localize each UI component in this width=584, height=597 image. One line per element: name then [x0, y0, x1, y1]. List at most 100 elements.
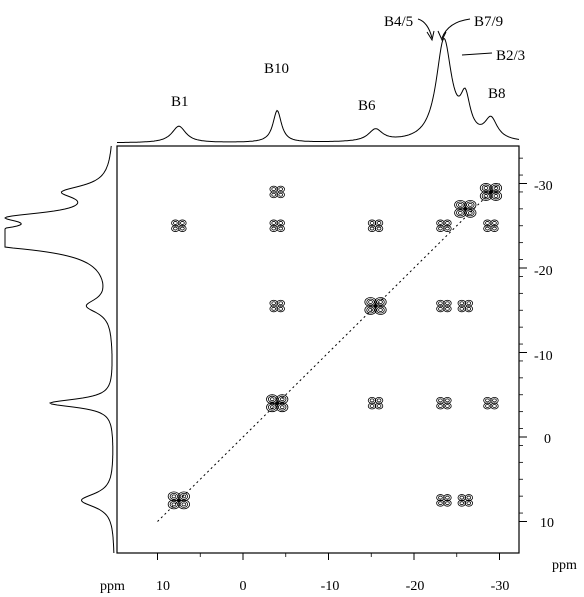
- top-projection: [117, 37, 520, 143]
- contour-ring: [443, 219, 452, 227]
- contour-ring: [454, 199, 467, 210]
- leader-b79-arrow: [437, 30, 447, 42]
- contour-ring: [173, 226, 178, 231]
- contour-ring: [445, 301, 450, 306]
- x-tick-label-neg20: -20: [406, 579, 425, 594]
- contour-ring: [436, 402, 445, 410]
- contour-ring: [279, 405, 285, 410]
- contour-ring: [271, 221, 277, 225]
- contour-ring: [483, 396, 492, 404]
- contour-ring: [443, 396, 452, 404]
- contour-ring: [485, 404, 490, 408]
- contour-ring: [178, 219, 187, 227]
- contour-ring: [269, 305, 278, 313]
- contour-ring: [266, 402, 279, 413]
- contour-ring: [464, 299, 473, 307]
- leader-b45: [417, 18, 433, 39]
- cross-peak-3: [269, 219, 285, 232]
- contour-ring: [376, 221, 382, 225]
- contour-ring: [464, 199, 477, 210]
- contour-ring: [457, 494, 466, 501]
- contour-ring: [374, 396, 384, 404]
- contour-ring: [445, 398, 450, 403]
- y-axis-ticks: [519, 157, 527, 522]
- cross-peak-2: [269, 185, 285, 199]
- contour-ring: [445, 221, 450, 225]
- x-tick-label-neg30: -30: [491, 579, 510, 594]
- contour-ring: [378, 308, 383, 312]
- cross-peak-1: [167, 491, 190, 510]
- contour-ring: [457, 210, 463, 215]
- peak-label-b1: B1: [171, 94, 189, 110]
- cross-peak-9: [436, 219, 452, 232]
- contour-ring: [466, 306, 472, 311]
- contour-ring: [374, 402, 384, 410]
- contour-ring: [374, 305, 387, 315]
- contour-ring: [167, 499, 180, 510]
- contour-ring: [180, 221, 185, 225]
- contour-ring: [378, 300, 383, 304]
- peak-label-b45: B4/5: [384, 14, 413, 30]
- contour-ring: [466, 209, 475, 217]
- contour-ring: [459, 501, 465, 506]
- contour-ring: [376, 306, 385, 314]
- contour-ring: [278, 301, 284, 306]
- contour-ring: [376, 298, 385, 306]
- contour-ring: [374, 297, 387, 307]
- contour-ring: [367, 396, 377, 404]
- contour-ring: [367, 225, 377, 232]
- contour-ring: [436, 494, 445, 501]
- cross-peak-6: [367, 219, 384, 232]
- contour-ring: [438, 226, 443, 231]
- contour-ring: [178, 225, 187, 232]
- contour-ring: [490, 225, 499, 232]
- contour-ring: [169, 492, 179, 500]
- contour-ring: [269, 397, 275, 402]
- peak-label-b10: B10: [264, 61, 289, 77]
- contour-ring: [171, 219, 180, 227]
- x-axis-unit: ppm: [100, 579, 125, 594]
- peak-label-b23: B2/3: [496, 48, 525, 64]
- contour-ring: [278, 226, 284, 231]
- contour-ring: [443, 402, 452, 410]
- contour-ring: [467, 202, 473, 207]
- cross-peak-4: [269, 299, 285, 313]
- cross-peak-13: [454, 199, 477, 218]
- contour-ring: [368, 300, 373, 304]
- contour-ring: [436, 396, 445, 404]
- top-projection-trace: [117, 37, 520, 143]
- peak-label-b79: B7/9: [474, 14, 503, 30]
- contour-ring: [436, 299, 445, 307]
- contour-ring: [456, 201, 465, 209]
- contour-ring: [269, 191, 278, 199]
- contour-ring: [369, 221, 375, 225]
- contour-ring: [366, 298, 375, 306]
- contour-ring: [443, 305, 452, 313]
- contour-ring: [443, 499, 452, 507]
- x-tick-label-10: 10: [156, 579, 170, 594]
- left-projection-trace: [4, 145, 115, 554]
- contour-ring: [276, 299, 285, 307]
- y-axis-unit: ppm: [552, 558, 577, 573]
- contour-ring: [167, 491, 180, 502]
- contour-ring: [179, 492, 189, 500]
- contour-center: [488, 189, 493, 194]
- contour-ring: [481, 192, 491, 200]
- contour-ring: [438, 495, 443, 500]
- contour-ring: [489, 191, 503, 201]
- contour-ring: [367, 402, 377, 410]
- contour-ring: [438, 306, 443, 311]
- cross-peak-7: [364, 297, 387, 315]
- contour-ring: [445, 404, 450, 408]
- contour-ring: [181, 494, 187, 499]
- contour-ring: [464, 305, 473, 313]
- leader-b45-arrow: [426, 30, 435, 42]
- y-tick-label-neg20: -20: [534, 264, 553, 279]
- contour-ring: [466, 301, 472, 306]
- contour-ring: [366, 306, 375, 314]
- contour-ring: [278, 221, 284, 225]
- contour-ring: [369, 398, 375, 403]
- contour-ring: [171, 225, 180, 232]
- contour-ring: [459, 495, 465, 500]
